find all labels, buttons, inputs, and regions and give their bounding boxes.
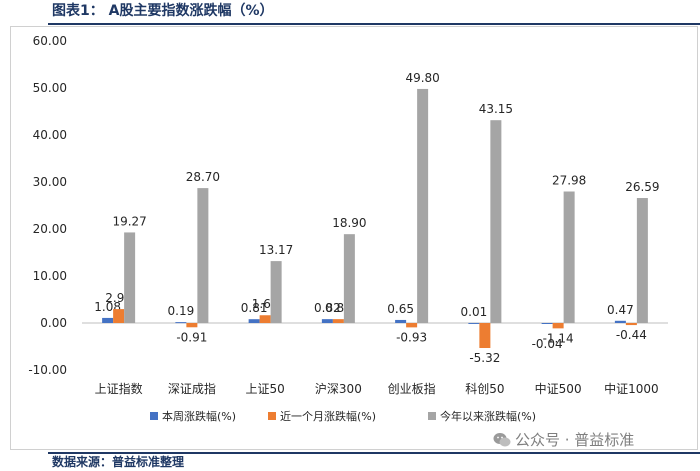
data-label: 43.15 <box>479 102 513 116</box>
data-label: -5.32 <box>469 351 500 365</box>
x-tick-label: 上证指数 <box>95 381 143 396</box>
data-label: 27.98 <box>552 173 586 187</box>
legend-swatch <box>428 412 436 420</box>
bar <box>614 320 626 323</box>
chart-frame <box>10 26 698 450</box>
bar <box>490 120 502 323</box>
bar <box>417 88 429 323</box>
x-tick-label: 深证成指 <box>168 381 216 396</box>
data-label: 28.70 <box>186 170 220 184</box>
data-label: 0.65 <box>387 302 414 316</box>
title-divider <box>48 23 700 25</box>
x-tick-label: 创业板指 <box>388 381 436 396</box>
bar <box>102 317 114 323</box>
data-label: 26.59 <box>625 180 659 194</box>
y-tick-label: 10.00 <box>33 269 67 283</box>
data-label: 19.27 <box>112 214 146 228</box>
bar <box>552 323 564 329</box>
bar <box>197 188 209 323</box>
bar <box>175 322 187 324</box>
bar <box>332 319 344 323</box>
data-label: 18.90 <box>332 216 366 230</box>
data-label: -0.04 <box>532 337 563 351</box>
legend-label: 本周涨跌幅(%) <box>162 409 236 423</box>
y-tick-label: -10.00 <box>28 363 67 377</box>
y-tick-label: 20.00 <box>33 222 67 236</box>
bar <box>343 234 355 323</box>
bar <box>124 232 136 323</box>
bar <box>625 323 637 326</box>
bar <box>113 309 125 323</box>
bar <box>636 198 648 323</box>
y-tick-label: 40.00 <box>33 128 67 142</box>
y-tick-label: 0.00 <box>40 316 67 330</box>
data-label: 49.80 <box>405 71 439 85</box>
bar <box>541 323 553 324</box>
x-tick-label: 上证50 <box>245 382 284 396</box>
chart-title: 图表1： A股主要指数涨跌幅（%） <box>52 3 274 19</box>
bar <box>406 323 418 328</box>
data-label: 0.47 <box>607 303 634 317</box>
data-label: 0.19 <box>168 304 195 318</box>
y-tick-label: 60.00 <box>33 34 67 48</box>
watermark-text: 公众号 · 普益标准 <box>515 431 635 449</box>
x-tick-label: 中证1000 <box>604 381 659 396</box>
bar <box>321 319 333 323</box>
x-tick-label: 沪深300 <box>315 382 362 396</box>
wechat-icon <box>493 433 511 447</box>
legend-label: 近一个月涨跌幅(%) <box>280 409 376 423</box>
bar <box>186 323 198 328</box>
watermark: 公众号 · 普益标准 <box>493 428 634 452</box>
data-label: -0.91 <box>176 330 207 344</box>
source-divider <box>48 452 700 454</box>
x-tick-label: 科创50 <box>465 382 504 396</box>
bar <box>270 261 282 323</box>
bar <box>479 323 491 349</box>
data-label: 13.17 <box>259 243 293 257</box>
data-label: -0.93 <box>396 330 427 344</box>
bar <box>259 315 271 323</box>
legend-swatch <box>268 412 276 420</box>
source-note: 数据来源：普益标准整理 <box>52 455 185 469</box>
data-label: 0.82 <box>314 301 341 315</box>
y-tick-label: 30.00 <box>33 175 67 189</box>
bar <box>468 322 480 324</box>
data-label: -1.14 <box>543 331 574 345</box>
data-label: 0.01 <box>461 305 488 319</box>
bar <box>248 319 260 323</box>
legend-swatch <box>150 412 158 420</box>
bar <box>395 319 407 323</box>
y-tick-label: 50.00 <box>33 81 67 95</box>
data-label: -0.44 <box>616 328 647 342</box>
legend-label: 今年以来涨跌幅(%) <box>440 409 536 423</box>
bar <box>563 191 575 323</box>
x-tick-label: 中证500 <box>535 381 582 396</box>
data-label: 0.81 <box>241 301 268 315</box>
